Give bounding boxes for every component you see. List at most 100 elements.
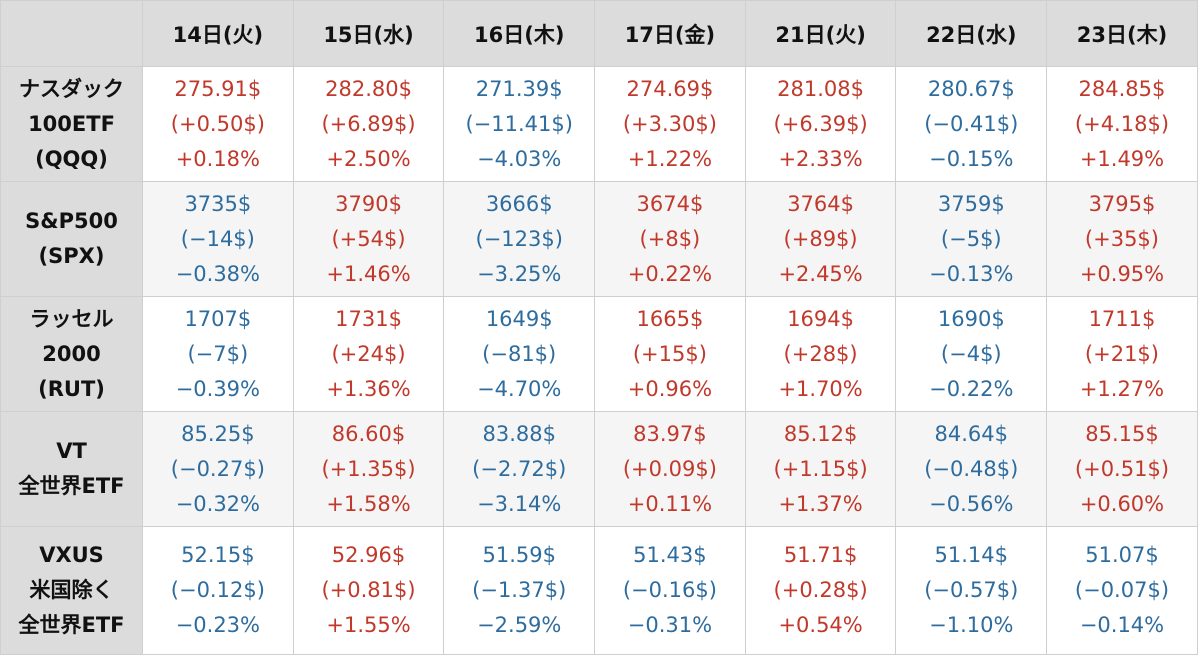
quote-change: (+3.30$): [622, 111, 717, 136]
quote-price: 1707$: [184, 306, 252, 331]
ticker-label: VXUS 米国除く 全世界ETF: [0, 526, 143, 655]
quote-price: 1731$: [335, 306, 402, 331]
quote-cell: 1690$ (−4$) −0.22%: [895, 296, 1048, 412]
quote-change: (+15$): [632, 341, 707, 366]
quote-pct: +1.37%: [778, 491, 863, 516]
quote-change: (+4.18$): [1074, 111, 1170, 136]
quote-pct: +1.58%: [326, 491, 411, 516]
quote-cell: 284.85$ (+4.18$) +1.49%: [1046, 66, 1198, 182]
quote-change: (−0.27$): [170, 456, 265, 481]
quote-cell: 282.80$ (+6.89$) +2.50%: [292, 66, 445, 182]
quote-cell: 52.96$ (+0.81$) +1.55%: [292, 526, 445, 655]
quote-change: (+54$): [331, 226, 406, 251]
quote-change: (−0.07$): [1074, 578, 1170, 602]
ticker-label: ナスダック 100ETF (QQQ): [0, 66, 143, 182]
table-row: VT 全世界ETF 85.25$ (−0.27$) −0.32% 86.60$ (+1.35…: [0, 411, 1198, 527]
corner-cell: [0, 0, 143, 67]
quote-change: (+24$): [331, 341, 406, 366]
date-header: 21日(火): [744, 0, 897, 67]
quote-price: 282.80$: [325, 76, 412, 101]
quote-price: 85.25$: [181, 421, 255, 446]
table-row: S&P500 (SPX) 3735$ (−14$) −0.38% 3790$ (+54$) +…: [0, 181, 1198, 297]
quote-price: 281.08$: [777, 76, 865, 101]
quote-pct: +0.22%: [627, 261, 713, 286]
ticker-label-line: VXUS: [39, 543, 104, 567]
quote-change: (−0.48$): [924, 456, 1019, 481]
quote-price: 85.12$: [783, 421, 858, 446]
quote-price: 3666$: [485, 191, 553, 216]
quote-pct: +0.95%: [1079, 261, 1165, 286]
quote-cell: 1707$ (−7$) −0.39%: [142, 296, 294, 412]
quote-price: 280.67$: [927, 76, 1015, 101]
quote-cell: 51.14$ (−0.57$) −1.10%: [895, 526, 1048, 655]
quote-pct: +1.46%: [326, 261, 411, 286]
quote-change: (+8$): [639, 226, 701, 251]
quote-pct: −2.59%: [477, 613, 562, 637]
quote-cell: 86.60$ (+1.35$) +1.58%: [292, 411, 445, 527]
quote-price: 86.60$: [331, 421, 406, 446]
quote-change: (−0.57$): [924, 578, 1019, 602]
ticker-label-line: S&P500: [25, 209, 118, 233]
quote-cell: 3666$ (−123$) −3.25%: [443, 181, 596, 297]
quote-change: (+1.15$): [773, 456, 868, 481]
quote-change: (−0.12$): [170, 578, 265, 602]
quote-pct: −0.56%: [929, 491, 1014, 516]
quote-pct: −0.13%: [929, 261, 1014, 286]
quote-change: (+0.28$): [773, 578, 868, 602]
quote-cell: 85.12$ (+1.15$) +1.37%: [744, 411, 897, 527]
quote-cell: 1694$ (+28$) +1.70%: [744, 296, 897, 412]
quote-change: (−4$): [940, 341, 1002, 366]
quote-cell: 3674$ (+8$) +0.22%: [594, 181, 746, 297]
quote-cell: 83.88$ (−2.72$) −3.14%: [443, 411, 596, 527]
quote-cell: 84.64$ (−0.48$) −0.56%: [895, 411, 1048, 527]
ticker-label: VT 全世界ETF: [0, 411, 143, 527]
quote-pct: −3.14%: [477, 491, 562, 516]
quote-cell: 3759$ (−5$) −0.13%: [895, 181, 1048, 297]
quote-price: 52.96$: [331, 543, 406, 567]
date-header: 17日(金): [594, 0, 746, 67]
quote-cell: 51.43$ (−0.16$) −0.31%: [594, 526, 746, 655]
quote-change: (−0.16$): [622, 578, 717, 602]
quote-change: (+6.89$): [321, 111, 416, 136]
quote-cell: 1731$ (+24$) +1.36%: [292, 296, 445, 412]
quote-change: (−1.37$): [472, 578, 567, 602]
table-row: VXUS 米国除く 全世界ETF 52.15$ (−0.12$) −0.23% 52.96$…: [0, 526, 1198, 655]
ticker-label-line: 全世界ETF: [18, 474, 125, 498]
quote-pct: −0.32%: [175, 491, 260, 516]
quote-change: (+6.39$): [773, 111, 868, 136]
quote-pct: −3.25%: [477, 261, 562, 286]
quote-price: 85.15$: [1085, 421, 1159, 446]
date-header: 22日(水): [895, 0, 1048, 67]
quote-pct: +1.36%: [326, 376, 411, 401]
quote-change: (−2.72$): [472, 456, 567, 481]
ticker-label-line: (QQQ): [35, 146, 108, 171]
quote-pct: −4.03%: [477, 146, 562, 171]
quote-change: (+35$): [1084, 226, 1159, 251]
quote-price: 84.64$: [934, 421, 1009, 446]
quote-price: 83.97$: [633, 421, 707, 446]
quote-cell: 3790$ (+54$) +1.46%: [292, 181, 445, 297]
date-header: 14日(火): [142, 0, 294, 67]
quote-price: 1694$: [787, 306, 854, 331]
ticker-label: S&P500 (SPX): [0, 181, 143, 297]
quote-price: 1690$: [937, 306, 1005, 331]
quote-price: 3735$: [184, 191, 252, 216]
date-header: 15日(水): [292, 0, 445, 67]
quote-cell: 271.39$ (−11.41$) −4.03%: [443, 66, 596, 182]
quote-pct: +1.55%: [326, 613, 411, 637]
quote-pct: −4.70%: [477, 376, 562, 401]
quote-pct: +1.49%: [1079, 146, 1165, 171]
quote-price: 3795$: [1088, 191, 1156, 216]
quote-pct: −0.31%: [627, 613, 713, 637]
quote-cell: 3795$ (+35$) +0.95%: [1046, 181, 1198, 297]
quote-cell: 275.91$ (+0.50$) +0.18%: [142, 66, 294, 182]
ticker-label-line: 米国除く: [29, 578, 114, 602]
quote-price: 284.85$: [1078, 76, 1166, 101]
quote-pct: −0.22%: [929, 376, 1014, 401]
quote-change: (+0.51$): [1074, 456, 1170, 481]
quote-price: 51.43$: [633, 543, 707, 567]
quote-pct: −0.14%: [1079, 613, 1165, 637]
quote-cell: 1665$ (+15$) +0.96%: [594, 296, 746, 412]
quote-change: (−123$): [475, 226, 563, 251]
